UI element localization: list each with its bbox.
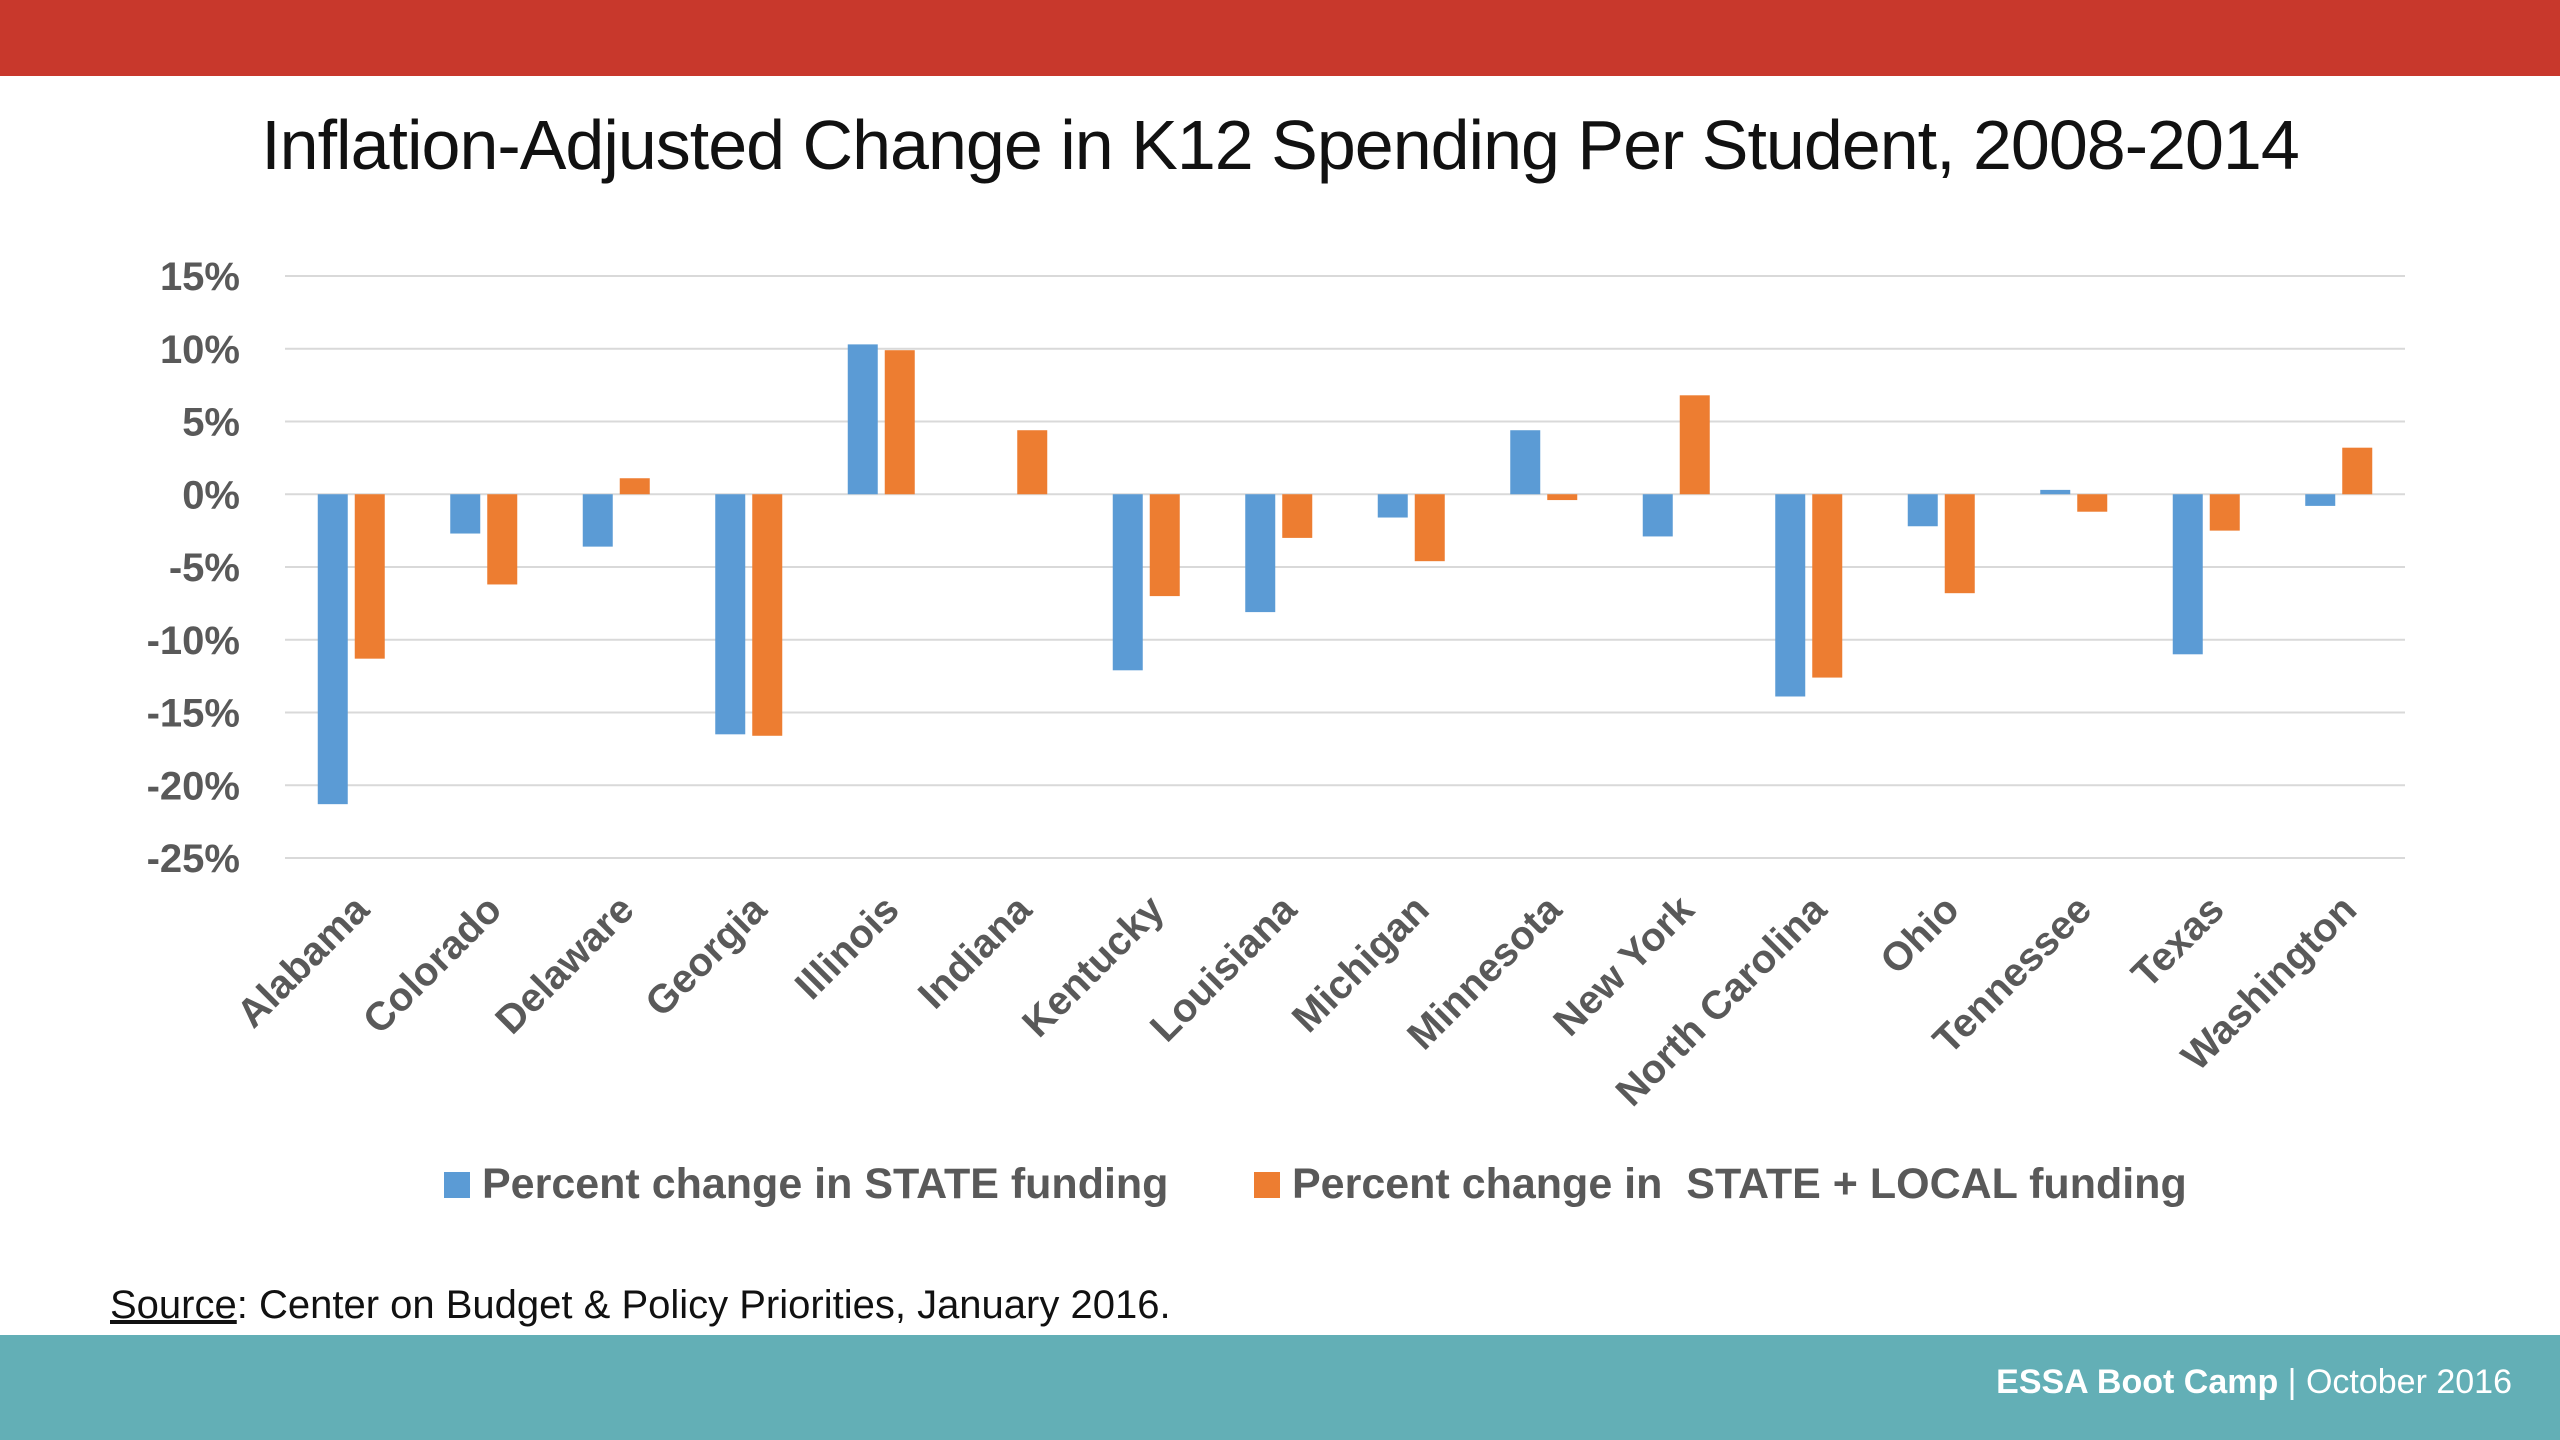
y-tick-label: -25%	[147, 837, 240, 881]
legend-swatch-state	[444, 1171, 470, 1198]
state-bar	[582, 494, 613, 547]
state-bar	[847, 344, 878, 495]
state-bar	[2305, 494, 2336, 506]
footer-separator: |	[2278, 1363, 2306, 1401]
state-local-bar	[752, 494, 783, 736]
x-tick-label: Indiana	[910, 887, 1041, 1018]
y-tick-label: 10%	[160, 328, 240, 372]
slide-title: Inflation-Adjusted Change in K12 Spendin…	[261, 106, 2300, 184]
state-bar	[1245, 494, 1276, 613]
y-tick-label: -5%	[169, 546, 240, 590]
footer-event-name: ESSA Boot Camp	[1996, 1363, 2279, 1401]
y-tick-label: -20%	[147, 764, 240, 808]
x-tick-label: Colorado	[355, 887, 510, 1042]
legend-item-state: Percent change in STATE funding	[444, 1160, 1168, 1209]
state-bar	[2172, 494, 2203, 655]
legend-label-state-local: Percent change in STATE + LOCAL funding	[1292, 1160, 2187, 1208]
state-local-bar	[1149, 494, 1180, 597]
state-bar	[1642, 494, 1673, 537]
y-tick-label: 15%	[160, 255, 240, 299]
state-local-bar	[884, 350, 915, 495]
y-tick-label: -10%	[147, 619, 240, 663]
state-bar	[2040, 489, 2071, 495]
x-tick-label: Alabama	[229, 887, 379, 1037]
footer-text: ESSA Boot Camp | October 2016	[1996, 1363, 2512, 1402]
x-tick-label: Illinois	[787, 887, 908, 1008]
state-local-bar	[1547, 494, 1578, 501]
footer-bar	[0, 1335, 2560, 1440]
state-local-bar	[1414, 494, 1445, 562]
state-bar	[450, 494, 481, 534]
top-accent-bar	[0, 0, 2560, 76]
state-local-bar	[1944, 494, 1975, 594]
state-bar	[1775, 494, 1806, 697]
x-tick-label: Louisiana	[1142, 887, 1306, 1051]
state-local-bar	[1017, 430, 1048, 495]
state-local-bar	[619, 478, 650, 495]
state-bar	[715, 494, 746, 735]
x-tick-label: Texas	[2123, 887, 2232, 996]
state-local-bar	[487, 494, 518, 585]
state-local-bar	[2342, 447, 2373, 495]
x-tick-label: Delaware	[487, 887, 642, 1042]
chart-legend: Percent change in STATE funding Percent …	[0, 1160, 2560, 1220]
state-local-bar	[1282, 494, 1313, 538]
state-local-bar	[2077, 494, 2108, 512]
state-bar	[1112, 494, 1143, 671]
source-label: Source	[110, 1283, 237, 1327]
state-bar	[1510, 430, 1541, 495]
legend-label-state: Percent change in STATE funding	[482, 1160, 1169, 1208]
legend-item-state-local: Percent change in STATE + LOCAL funding	[1254, 1160, 2187, 1209]
state-local-bar	[1812, 494, 1843, 678]
footer-date: October 2016	[2305, 1363, 2512, 1401]
y-tick-label: 5%	[182, 401, 240, 445]
state-bar	[1907, 494, 1938, 527]
state-local-bar	[1679, 395, 1710, 495]
source-note: Source: Center on Budget & Policy Priori…	[110, 1283, 1171, 1328]
x-tick-label: Georgia	[637, 887, 776, 1026]
legend-swatch-state-local	[1254, 1171, 1280, 1198]
x-tick-label: Ohio	[1872, 887, 1968, 983]
y-tick-label: 0%	[182, 473, 240, 517]
source-text: : Center on Budget & Policy Priorities, …	[236, 1283, 1171, 1327]
state-local-bar	[354, 494, 385, 659]
state-local-bar	[2209, 494, 2240, 531]
bar-chart: 15% 10% 5% 0% -5% -10% -15% -20% -25% AlabamaColo…	[147, 255, 2405, 1115]
state-bar	[317, 494, 348, 805]
y-tick-label: -15%	[147, 692, 240, 736]
state-bar	[1377, 494, 1408, 518]
